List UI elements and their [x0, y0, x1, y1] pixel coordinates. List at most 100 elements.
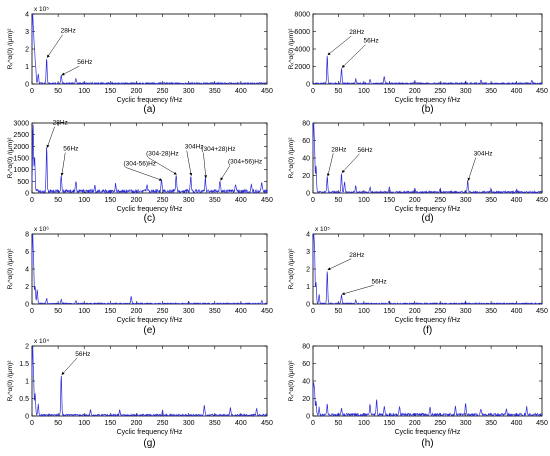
y-axis-label: Rₓ^α(0) /(μm)²: [7, 360, 14, 402]
panel-caption: (e): [143, 325, 155, 336]
x-tick-label: 350: [485, 197, 497, 204]
annotation-label: 56Hz: [363, 38, 378, 45]
y-axis-label: Rₓ^α(0) /(μm)²: [288, 360, 295, 402]
x-tick-label: 0: [30, 197, 34, 204]
x-tick-label: 450: [261, 197, 273, 204]
x-tick-label: 300: [183, 197, 195, 204]
plot-frame: [31, 233, 268, 305]
y-tick-label: 1: [306, 284, 310, 291]
panel-f: 0 50 100 150 200 250 300 350 400 450 0 1 2 3 4 x 10⁵ Cyc…: [288, 226, 548, 336]
annotation-arrow: [326, 153, 334, 177]
annotation-arrow: [61, 65, 80, 76]
x-tick-label: 450: [261, 88, 273, 95]
y-tick-label: 80: [302, 344, 310, 351]
y-tick-label: 8000: [294, 12, 310, 19]
spectrum-line: [31, 233, 268, 305]
spectrum-line: [31, 346, 268, 418]
spectrum-line: [312, 56, 543, 86]
annotation-arrow: [125, 167, 163, 181]
y-tick-label: 4000: [294, 47, 310, 54]
x-tick-label: 100: [358, 308, 370, 315]
x-tick-label: 450: [261, 420, 273, 427]
x-tick-label: 200: [409, 308, 421, 315]
x-tick-label: 100: [358, 197, 370, 204]
y-axis-label: Rₓ^α(0) /(μm)²: [288, 248, 295, 290]
y-axis-label: Rₓ^α(0) /(μm)²: [288, 137, 295, 179]
y-tick-label: 500: [17, 179, 29, 186]
y-tick-label: 3: [25, 29, 29, 36]
y-tick-label: 60: [302, 361, 310, 368]
y-tick-label: 3000: [13, 121, 29, 128]
x-tick-label: 0: [311, 197, 315, 204]
plot-frame: [312, 122, 543, 194]
x-tick-label: 450: [536, 420, 548, 427]
x-tick-label: 350: [209, 308, 221, 315]
x-tick-label: 450: [536, 197, 548, 204]
annotation-arrow: [203, 152, 208, 179]
x-tick-label: 300: [183, 88, 195, 95]
annotation-arrow: [61, 357, 78, 375]
panel-a: 0 50 100 150 200 250 300 350 400 450 0 1 2 3 4 x 10⁵ Cyc…: [7, 6, 273, 115]
y-tick-label: 4: [25, 12, 29, 19]
panel-caption: (c): [144, 213, 156, 224]
x-tick-label: 200: [409, 88, 421, 95]
x-tick-label: 450: [536, 308, 548, 315]
x-tick-label: 150: [383, 308, 395, 315]
y-tick-label: 0: [25, 302, 29, 309]
panel-caption: (g): [143, 438, 155, 449]
x-tick-label: 100: [78, 420, 90, 427]
annotation-label: 304Hz: [474, 151, 493, 158]
x-tick-label: 400: [511, 197, 523, 204]
x-axis-label: Cyclic frequency f/Hz: [395, 206, 461, 213]
plot-frame: [312, 13, 543, 85]
x-tick-label: 350: [209, 88, 221, 95]
x-axis-label: Cyclic frequency f/Hz: [395, 429, 461, 436]
x-tick-label: 200: [131, 88, 143, 95]
panel-caption: (f): [423, 325, 432, 336]
y-tick-label: 0: [306, 302, 310, 309]
x-tick-label: 100: [358, 88, 370, 95]
y-tick-label: 0: [25, 414, 29, 421]
x-axis-label: Cyclic frequency f/Hz: [117, 97, 183, 104]
y-axis-label: Rₓ^α(0) /(μm)²: [7, 248, 14, 290]
x-tick-label: 350: [209, 420, 221, 427]
x-tick-label: 200: [131, 197, 143, 204]
x-axis-label: Cyclic frequency f/Hz: [395, 317, 461, 324]
y-tick-label: 0: [25, 191, 29, 198]
x-tick-label: 150: [104, 308, 116, 315]
y-tick-label: 2: [306, 267, 310, 274]
panel-e: 0 50 100 150 200 250 300 350 400 450 0 2 4 6 8 x 10⁶ Cyc…: [7, 226, 273, 336]
x-tick-label: 200: [131, 308, 143, 315]
x-tick-label: 0: [311, 88, 315, 95]
x-tick-label: 0: [30, 420, 34, 427]
x-tick-label: 0: [30, 308, 34, 315]
annotation-label: 28Hz: [349, 29, 364, 36]
x-tick-label: 50: [335, 308, 343, 315]
x-axis-label: Cyclic frequency f/Hz: [117, 429, 183, 436]
x-tick-label: 400: [235, 420, 247, 427]
annotation-arrow: [60, 152, 66, 176]
x-tick-label: 400: [511, 420, 523, 427]
annotation-label: (304-28)Hz: [146, 151, 179, 158]
x-tick-label: 300: [183, 420, 195, 427]
annotation-arrow: [46, 34, 63, 58]
panel-caption: (a): [143, 104, 155, 115]
x-tick-label: 300: [460, 197, 472, 204]
x-tick-label: 50: [335, 420, 343, 427]
spectrum-line: [312, 122, 543, 195]
x-tick-label: 100: [78, 88, 90, 95]
x-tick-label: 200: [409, 420, 421, 427]
y-tick-label: 2500: [13, 132, 29, 139]
x-tick-label: 50: [335, 197, 343, 204]
y-multiplier: x 10⁴: [34, 338, 49, 345]
y-tick-label: 2000: [13, 144, 29, 151]
annotation-arrow: [148, 157, 177, 175]
x-axis-label: Cyclic frequency f/Hz: [395, 97, 461, 104]
annotation-label: 304Hz: [185, 144, 204, 151]
annotation-label: (304+28)Hz: [201, 146, 235, 153]
annotation-arrow: [341, 153, 360, 173]
x-tick-label: 0: [30, 88, 34, 95]
y-tick-label: 2: [25, 47, 29, 54]
x-tick-label: 250: [434, 420, 446, 427]
x-tick-label: 400: [511, 308, 523, 315]
